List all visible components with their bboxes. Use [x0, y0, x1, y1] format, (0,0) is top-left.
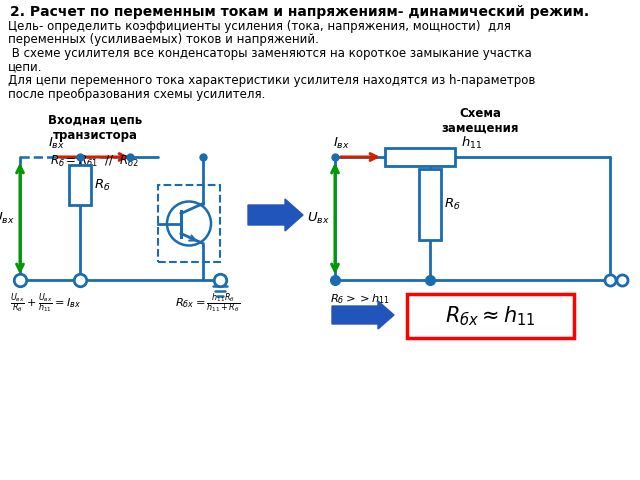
- Text: $U_{вх}$: $U_{вх}$: [0, 211, 15, 226]
- Text: $R_б$: $R_б$: [444, 197, 461, 212]
- Bar: [385, 148, 455, 166]
- FancyBboxPatch shape: [407, 294, 574, 338]
- Text: $U_{вх}$: $U_{вх}$: [307, 211, 330, 226]
- Bar: [419, 169, 441, 240]
- Text: 2. Расчет по переменным токам и напряжениям- динамический режим.: 2. Расчет по переменным токам и напряжен…: [10, 5, 589, 19]
- Bar: [158, 185, 220, 262]
- FancyArrow shape: [332, 301, 394, 329]
- Text: $I_{вх}$: $I_{вх}$: [48, 136, 65, 151]
- Text: $R_{бх} = \frac{h_{11} R_б}{h_{11} + R_б}$: $R_{бх} = \frac{h_{11} R_б}{h_{11} + R_б…: [175, 292, 240, 316]
- Text: Для цепи переменного тока характеристики усилителя находятся из h-параметров: Для цепи переменного тока характеристики…: [8, 74, 536, 87]
- Text: $h_{11}$: $h_{11}$: [461, 135, 483, 151]
- Text: В схеме усилителя все конденсаторы заменяются на короткое замыкание участка: В схеме усилителя все конденсаторы замен…: [8, 47, 532, 60]
- Text: $R_б = R_{б1}$  //  $R_{б2}$: $R_б = R_{б1}$ // $R_{б2}$: [51, 154, 140, 169]
- Text: Схема
замещения: Схема замещения: [441, 107, 519, 135]
- Text: Входная цепь
транзистора: Входная цепь транзистора: [48, 114, 142, 142]
- Text: переменных (усиливаемых) токов и напряжений.: переменных (усиливаемых) токов и напряже…: [8, 34, 319, 47]
- FancyArrowPatch shape: [189, 236, 195, 240]
- Text: цепи.: цепи.: [8, 60, 42, 73]
- Text: $R_б >> h_{11}$: $R_б >> h_{11}$: [330, 292, 390, 306]
- Text: $R_б$: $R_б$: [94, 178, 111, 192]
- Text: Цель- определить коэффициенты усиления (тока, напряжения, мощности)  для: Цель- определить коэффициенты усиления (…: [8, 20, 511, 33]
- Text: $R_{бх} \approx h_{11}$: $R_{бх} \approx h_{11}$: [445, 304, 536, 328]
- Text: $\frac{U_{вх}}{R_б} + \frac{U_{вх}}{h_{11}} = I_{вх}$: $\frac{U_{вх}}{R_б} + \frac{U_{вх}}{h_{1…: [10, 292, 81, 316]
- Text: $I_{вх}$: $I_{вх}$: [333, 136, 350, 151]
- FancyArrow shape: [248, 199, 303, 231]
- Text: после преобразования схемы усилителя.: после преобразования схемы усилителя.: [8, 87, 266, 101]
- Bar: [69, 165, 91, 205]
